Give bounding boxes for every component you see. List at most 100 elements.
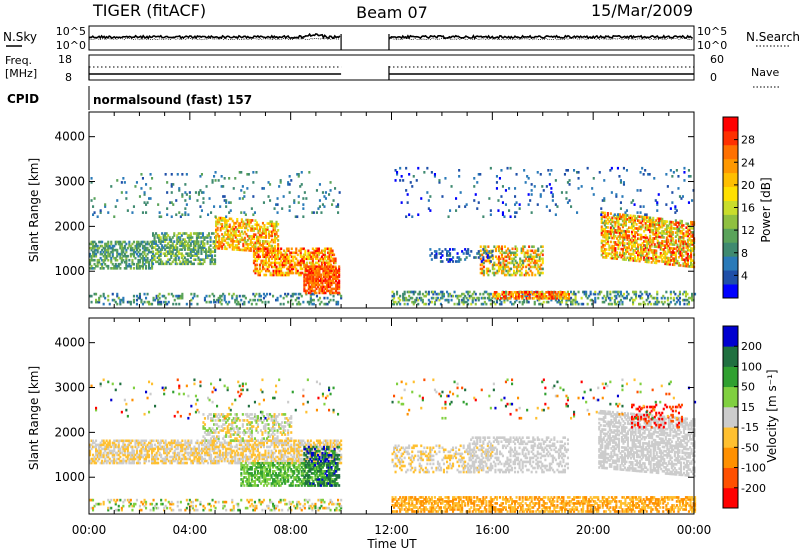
power-cell bbox=[220, 175, 223, 178]
power-cell bbox=[536, 291, 539, 294]
power-cell bbox=[336, 283, 339, 287]
power-cell bbox=[564, 293, 568, 296]
power-cell bbox=[292, 267, 295, 271]
power-cell bbox=[104, 246, 107, 250]
power-cell bbox=[271, 246, 274, 250]
power-cell bbox=[691, 292, 694, 296]
power-cell bbox=[514, 187, 517, 190]
power-cell bbox=[261, 251, 265, 255]
power-cell bbox=[338, 191, 341, 194]
power-cell bbox=[179, 296, 182, 300]
power-cell bbox=[312, 283, 315, 287]
power-cell bbox=[650, 294, 653, 298]
power-cell bbox=[257, 257, 260, 261]
power-cell bbox=[315, 279, 318, 283]
power-cell bbox=[263, 230, 266, 233]
power-cell bbox=[489, 292, 492, 296]
power-cell bbox=[676, 259, 679, 263]
power-cell bbox=[680, 242, 684, 245]
power-cell bbox=[316, 273, 320, 277]
power-cell bbox=[217, 300, 220, 304]
power-cell bbox=[618, 213, 622, 216]
power-cell bbox=[683, 258, 687, 262]
power-cell bbox=[261, 263, 265, 267]
power-cell bbox=[436, 296, 440, 300]
power-cell bbox=[266, 255, 269, 259]
power-cell bbox=[585, 290, 588, 294]
power-cell bbox=[540, 267, 543, 271]
power-cell bbox=[167, 252, 170, 256]
power-cell bbox=[129, 254, 132, 258]
power-cell bbox=[552, 295, 555, 298]
power-cell bbox=[195, 232, 199, 235]
power-cell bbox=[527, 177, 530, 180]
power-cell bbox=[274, 271, 277, 275]
power-cell bbox=[628, 234, 631, 238]
power-cell bbox=[329, 298, 332, 302]
power-cell bbox=[606, 240, 609, 243]
power-cell bbox=[191, 236, 194, 239]
power-cell bbox=[653, 177, 656, 180]
velocity-cell bbox=[157, 461, 160, 465]
power-cell bbox=[502, 265, 505, 269]
power-cell bbox=[177, 250, 180, 254]
power-cell bbox=[171, 252, 174, 256]
power-cell bbox=[119, 254, 122, 258]
power-cell bbox=[617, 247, 620, 251]
power-cell bbox=[532, 245, 535, 249]
power-cell bbox=[496, 269, 499, 273]
power-cell bbox=[151, 267, 154, 270]
power-cell bbox=[515, 201, 518, 204]
power-cell bbox=[531, 273, 534, 277]
power-cell bbox=[497, 265, 501, 269]
power-cell bbox=[215, 240, 218, 244]
power-cell bbox=[324, 281, 327, 285]
power-cell bbox=[523, 253, 526, 257]
power-cell bbox=[508, 269, 511, 273]
power-cell bbox=[321, 265, 324, 269]
power-cell bbox=[482, 251, 485, 255]
power-cell bbox=[268, 253, 271, 257]
power-cell bbox=[258, 235, 262, 239]
power-cell bbox=[495, 181, 499, 184]
power-cell bbox=[111, 244, 114, 248]
power-cell bbox=[537, 263, 540, 267]
power-cell bbox=[429, 300, 432, 304]
power-cell bbox=[297, 300, 300, 304]
power-cell bbox=[110, 256, 113, 260]
power-cell bbox=[330, 287, 333, 291]
power-cell bbox=[628, 216, 631, 219]
power-cell bbox=[224, 231, 227, 234]
power-cell bbox=[107, 250, 110, 254]
velocity-cell bbox=[145, 447, 148, 451]
power-cell bbox=[474, 256, 477, 259]
power-cell bbox=[260, 261, 263, 265]
power-cell bbox=[146, 240, 149, 244]
power-cell bbox=[433, 250, 437, 253]
power-cell bbox=[104, 296, 107, 300]
power-cell bbox=[284, 255, 287, 259]
noise-sky-line bbox=[88, 32, 693, 40]
power-cell bbox=[219, 294, 222, 298]
power-cell bbox=[116, 199, 119, 202]
power-cell bbox=[174, 254, 177, 258]
power-cell bbox=[534, 259, 537, 263]
power-cell bbox=[116, 254, 119, 258]
power-cell bbox=[159, 258, 162, 262]
power-cell bbox=[151, 302, 154, 306]
power-cell bbox=[611, 248, 614, 252]
power-cell bbox=[658, 231, 661, 235]
power-cell bbox=[125, 264, 128, 268]
power-cell bbox=[312, 273, 315, 277]
power-cell bbox=[233, 231, 236, 235]
power-cell bbox=[258, 267, 262, 271]
power-cell bbox=[167, 250, 170, 254]
power-cell bbox=[293, 255, 296, 259]
power-cell bbox=[637, 219, 640, 222]
power-cell bbox=[185, 203, 188, 206]
power-cell bbox=[649, 236, 652, 240]
power-cell bbox=[308, 171, 311, 174]
power-cell bbox=[496, 293, 500, 296]
power-cell bbox=[194, 252, 197, 256]
